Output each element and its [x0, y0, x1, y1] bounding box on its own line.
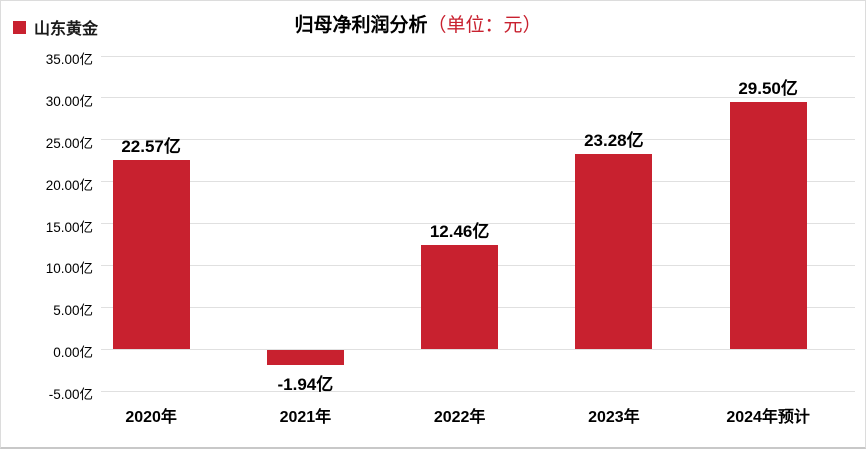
y-axis-tick-label: 0.00亿 — [53, 345, 93, 361]
legend-swatch-icon — [13, 20, 26, 34]
gridline — [101, 390, 855, 392]
y-axis-tick-label: 20.00亿 — [45, 177, 93, 193]
gridline — [101, 181, 855, 183]
y-axis-tick-label: 10.00亿 — [45, 261, 93, 277]
chart-title-main: 归母净利润分析 — [294, 15, 428, 36]
bar-2020年 — [112, 160, 190, 350]
gridline — [101, 139, 855, 141]
x-axis-category-label: 2023年 — [588, 409, 640, 426]
bar-2022年 — [421, 244, 499, 350]
x-axis-category-label: 2022年 — [433, 409, 486, 426]
chart-title-unit: （单位：元） — [427, 15, 542, 36]
gridline — [101, 55, 855, 57]
bar-2024年预计 — [729, 102, 807, 350]
bar-2023年 — [575, 154, 653, 350]
legend-label: 山东黄金 — [34, 21, 99, 38]
gridline — [101, 97, 855, 99]
bar-value-label: 12.46亿 — [429, 221, 490, 241]
bar-value-label: -1.94亿 — [277, 375, 334, 395]
bar-2021年 — [266, 350, 344, 366]
y-axis-tick-label: 25.00亿 — [45, 135, 93, 151]
y-axis-tick-label: 30.00亿 — [45, 93, 93, 109]
y-axis-tick-label: 5.00亿 — [53, 303, 93, 319]
x-axis-category-label: 2024年预计 — [726, 409, 810, 426]
y-axis-tick-label: -5.00亿 — [48, 387, 93, 402]
y-axis-tick-label: 15.00亿 — [45, 219, 93, 235]
chart-title: 归母净利润分析（单位：元） — [1, 10, 835, 37]
bar-value-label: 22.57亿 — [121, 137, 181, 157]
y-axis-tick-label: 35.00亿 — [45, 52, 93, 67]
x-axis-category-label: 2020年 — [125, 409, 177, 426]
x-axis-category-label: 2021年 — [279, 409, 332, 426]
bar-value-label: 29.50亿 — [738, 79, 798, 99]
legend: 山东黄金 — [13, 15, 98, 39]
gridline — [101, 348, 855, 350]
bar-value-label: 23.28亿 — [584, 131, 644, 151]
gridline — [101, 223, 855, 224]
